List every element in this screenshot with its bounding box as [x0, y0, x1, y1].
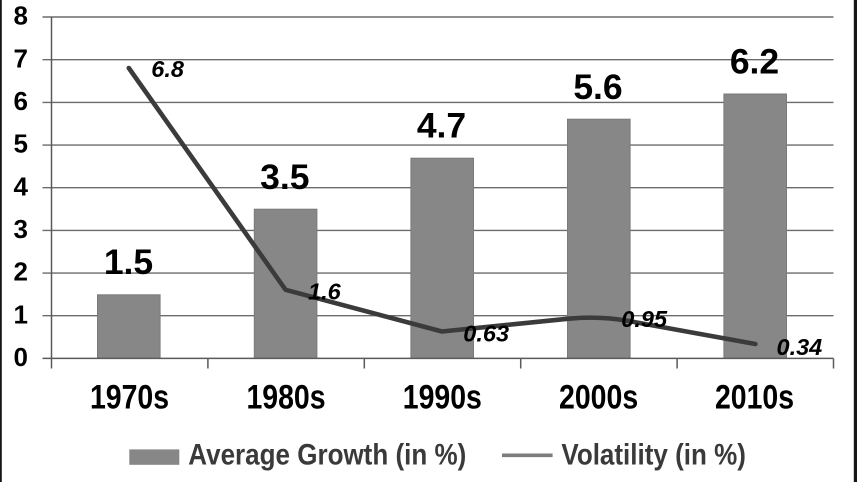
svg-text:6.8: 6.8 [151, 56, 185, 82]
svg-text:2: 2 [14, 257, 28, 287]
svg-text:Average Growth (in %): Average Growth (in %) [188, 438, 466, 471]
svg-text:1970s: 1970s [90, 377, 169, 416]
svg-text:5: 5 [14, 129, 28, 159]
svg-text:2000s: 2000s [559, 377, 638, 416]
svg-text:4: 4 [14, 171, 29, 201]
svg-text:5.6: 5.6 [573, 67, 622, 107]
svg-text:3: 3 [14, 214, 28, 244]
svg-text:0.95: 0.95 [621, 306, 668, 332]
svg-text:1980s: 1980s [246, 377, 325, 416]
svg-text:0.63: 0.63 [463, 321, 509, 347]
svg-text:1: 1 [14, 299, 28, 329]
svg-text:2010s: 2010s [715, 377, 794, 416]
svg-text:6.2: 6.2 [730, 42, 779, 82]
svg-text:6: 6 [14, 86, 28, 116]
svg-text:1.5: 1.5 [104, 242, 153, 282]
svg-text:8: 8 [14, 1, 28, 31]
svg-text:1990s: 1990s [403, 377, 482, 416]
svg-text:4.7: 4.7 [417, 106, 466, 146]
svg-text:Volatility (in %): Volatility (in %) [561, 438, 745, 471]
svg-text:7: 7 [14, 43, 28, 73]
svg-text:3.5: 3.5 [260, 157, 309, 197]
svg-text:1.6: 1.6 [308, 278, 342, 304]
svg-text:0.34: 0.34 [777, 334, 823, 360]
svg-text:0: 0 [14, 342, 28, 372]
